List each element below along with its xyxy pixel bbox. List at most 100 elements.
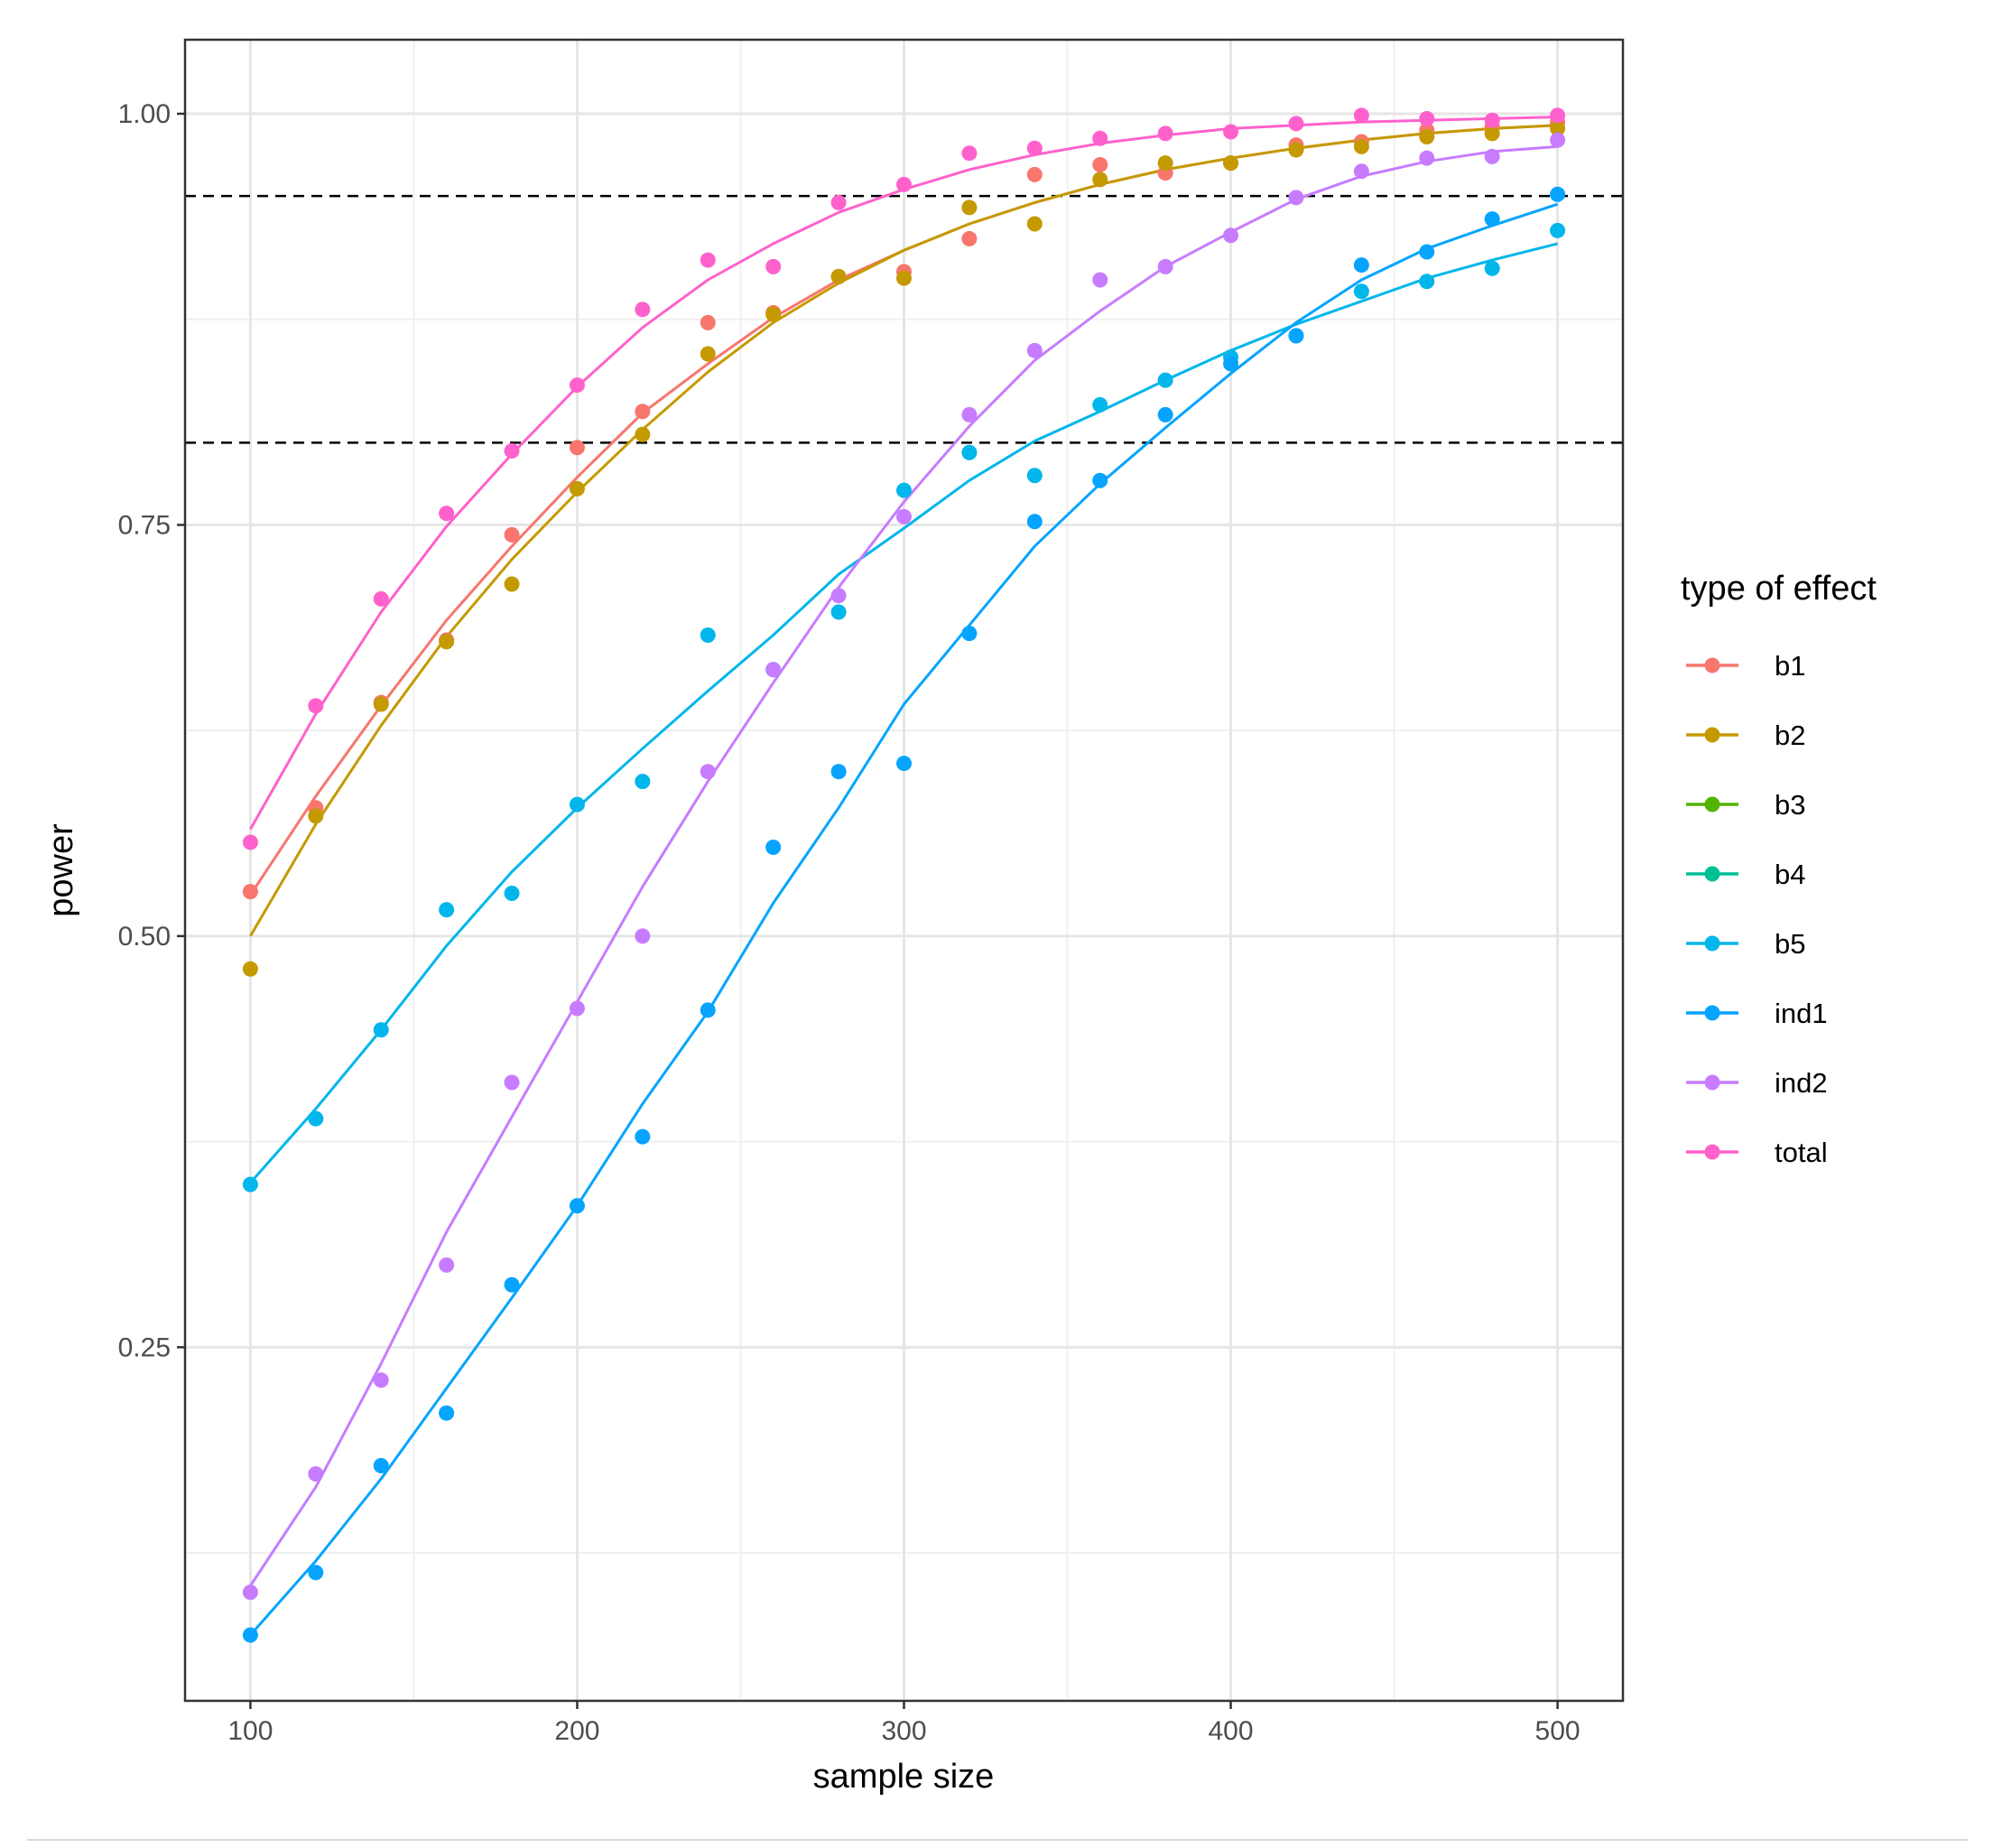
data-point-ind2: [635, 928, 651, 944]
data-point-total: [1353, 107, 1369, 124]
grid-lines: [185, 40, 1623, 1701]
data-points: [242, 107, 1566, 1643]
data-point-b1: [504, 526, 520, 543]
data-point-ind2: [373, 1372, 389, 1388]
data-point-total: [635, 302, 651, 318]
data-point-total: [1288, 116, 1304, 132]
data-point-b2: [1419, 128, 1435, 144]
legend-key-point: [1704, 866, 1720, 882]
y-tick-label: 0.50: [118, 922, 171, 952]
data-point-b5: [635, 774, 651, 790]
data-point-b5: [1157, 372, 1173, 388]
data-point-total: [439, 506, 455, 522]
legend-label-b5: b5: [1775, 928, 1805, 960]
data-point-ind2: [308, 1466, 324, 1482]
data-point-ind1: [1419, 244, 1435, 260]
data-point-ind2: [700, 764, 716, 780]
y-tick-label: 0.75: [118, 510, 171, 540]
data-point-b5: [830, 604, 847, 620]
x-tick-label: 400: [1209, 1716, 1254, 1746]
data-point-b5: [504, 886, 520, 902]
data-point-total: [1550, 107, 1566, 124]
data-point-ind2: [1550, 132, 1566, 148]
x-tick-label: 500: [1535, 1716, 1580, 1746]
data-point-b2: [1223, 155, 1239, 172]
legend-key-point: [1704, 1005, 1720, 1021]
data-point-ind2: [1353, 163, 1369, 180]
data-point-ind1: [1288, 328, 1304, 344]
data-point-b2: [569, 480, 585, 497]
data-point-ind1: [1026, 514, 1043, 530]
data-point-ind1: [504, 1277, 520, 1293]
data-point-ind2: [1157, 258, 1173, 274]
legend-label-b3: b3: [1775, 789, 1805, 821]
data-point-b2: [1092, 172, 1108, 188]
data-point-ind2: [830, 588, 847, 604]
legend-title: type of effect: [1681, 570, 1877, 608]
x-tick-label: 300: [881, 1716, 926, 1746]
data-point-ind1: [1550, 186, 1566, 202]
data-point-ind1: [765, 839, 782, 855]
data-point-total: [1092, 130, 1108, 146]
data-point-ind1: [373, 1457, 389, 1473]
data-point-b5: [700, 627, 716, 643]
data-point-ind2: [1419, 150, 1435, 166]
data-point-ind1: [439, 1405, 455, 1421]
data-point-b5: [1550, 222, 1566, 238]
reference-lines: [185, 194, 1623, 444]
data-point-b2: [439, 634, 455, 650]
data-point-ind1: [569, 1198, 585, 1214]
data-point-ind2: [765, 662, 782, 678]
data-point-b5: [308, 1110, 324, 1127]
data-point-b5: [242, 1176, 258, 1193]
legend-label-b1: b1: [1775, 650, 1805, 682]
data-point-b5: [1353, 283, 1369, 300]
data-point-total: [242, 834, 258, 850]
data-point-b5: [1484, 260, 1500, 276]
data-point-b2: [700, 346, 716, 362]
data-point-b5: [569, 796, 585, 813]
data-point-ind1: [635, 1128, 651, 1145]
data-point-b5: [896, 482, 912, 498]
legend-label-b4: b4: [1775, 859, 1805, 890]
fit-line-b2: [249, 124, 1558, 937]
data-point-ind2: [1223, 228, 1239, 244]
data-point-b1: [1026, 166, 1043, 182]
data-point-b2: [635, 426, 651, 442]
data-point-b5: [439, 902, 455, 918]
x-tick-label: 100: [227, 1716, 273, 1746]
data-point-b1: [635, 404, 651, 420]
data-point-ind1: [1484, 211, 1500, 228]
data-point-b2: [1026, 216, 1043, 232]
legend-label-total: total: [1775, 1137, 1828, 1168]
data-point-b2: [765, 306, 782, 322]
data-point-b5: [1026, 468, 1043, 484]
x-axis: 100 200 300 400 500: [227, 1701, 1580, 1746]
data-point-total: [700, 252, 716, 268]
data-point-ind2: [439, 1257, 455, 1273]
legend-label-b2: b2: [1775, 720, 1805, 751]
data-point-ind2: [504, 1074, 520, 1091]
data-point-total: [308, 698, 324, 714]
data-point-ind1: [830, 764, 847, 780]
data-point-ind1: [1223, 356, 1239, 372]
data-point-b2: [242, 961, 258, 977]
data-point-b2: [830, 268, 847, 284]
data-point-ind2: [1484, 148, 1500, 164]
fitted-curves: [249, 116, 1559, 1637]
data-point-total: [1157, 125, 1173, 142]
y-axis-title: power: [42, 823, 80, 917]
data-point-ind1: [961, 626, 978, 642]
data-point-b2: [1288, 142, 1304, 158]
data-point-b2: [961, 200, 978, 216]
y-tick-label: 0.25: [118, 1333, 171, 1362]
data-point-ind2: [896, 508, 912, 525]
data-point-total: [765, 258, 782, 274]
data-point-total: [961, 145, 978, 162]
data-point-ind1: [896, 756, 912, 772]
data-point-b1: [242, 884, 258, 900]
data-point-total: [1484, 112, 1500, 128]
data-point-ind1: [1157, 406, 1173, 423]
data-point-total: [373, 590, 389, 607]
legend-key-point: [1704, 727, 1720, 743]
